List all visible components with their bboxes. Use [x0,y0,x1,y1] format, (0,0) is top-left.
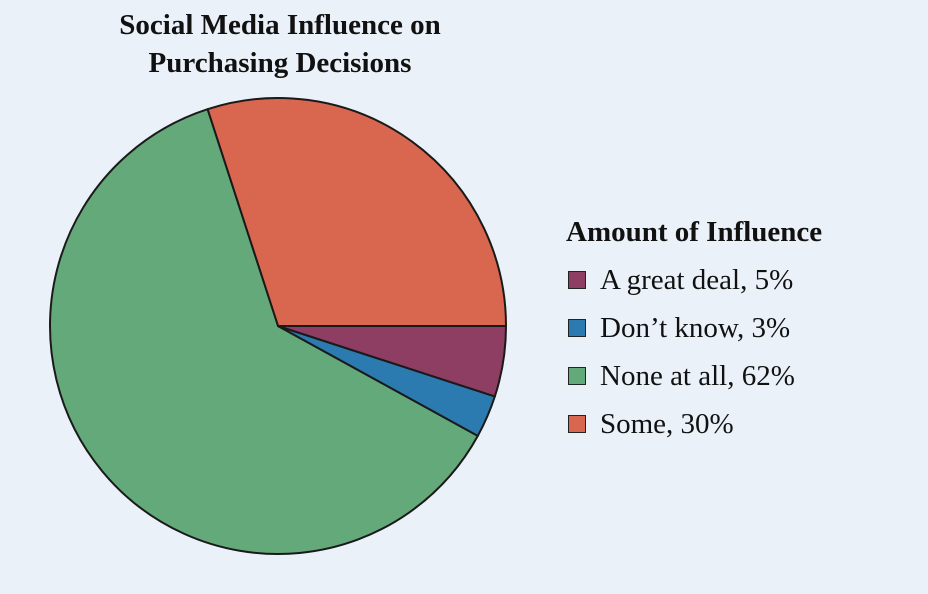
legend-swatch [568,415,586,433]
legend: Amount of Influence A great deal, 5% Don… [566,212,822,448]
legend-item-none-at-all: None at all, 62% [566,352,822,400]
chart-title: Social Media Influence on Purchasing Dec… [60,6,500,82]
legend-swatch [568,271,586,289]
legend-swatch [568,319,586,337]
legend-label: None at all, 62% [600,359,795,392]
legend-item-dont-know: Don’t know, 3% [566,304,822,352]
legend-title: Amount of Influence [566,216,823,248]
chart-title-line-1: Social Media Influence on [119,9,441,41]
pie-slice-none-at-all [49,108,479,555]
legend-swatch [568,367,586,385]
pie-slice-some [206,97,507,327]
chart-title-line-2: Purchasing Decisions [148,47,412,79]
legend-label: Some, 30% [600,407,734,440]
legend-label: Don’t know, 3% [600,311,791,344]
legend-item-some: Some, 30% [566,400,822,448]
pie-slice-a-great-deal [277,325,507,398]
legend-item-a-great-deal: A great deal, 5% [566,256,822,304]
legend-label: A great deal, 5% [600,263,794,296]
